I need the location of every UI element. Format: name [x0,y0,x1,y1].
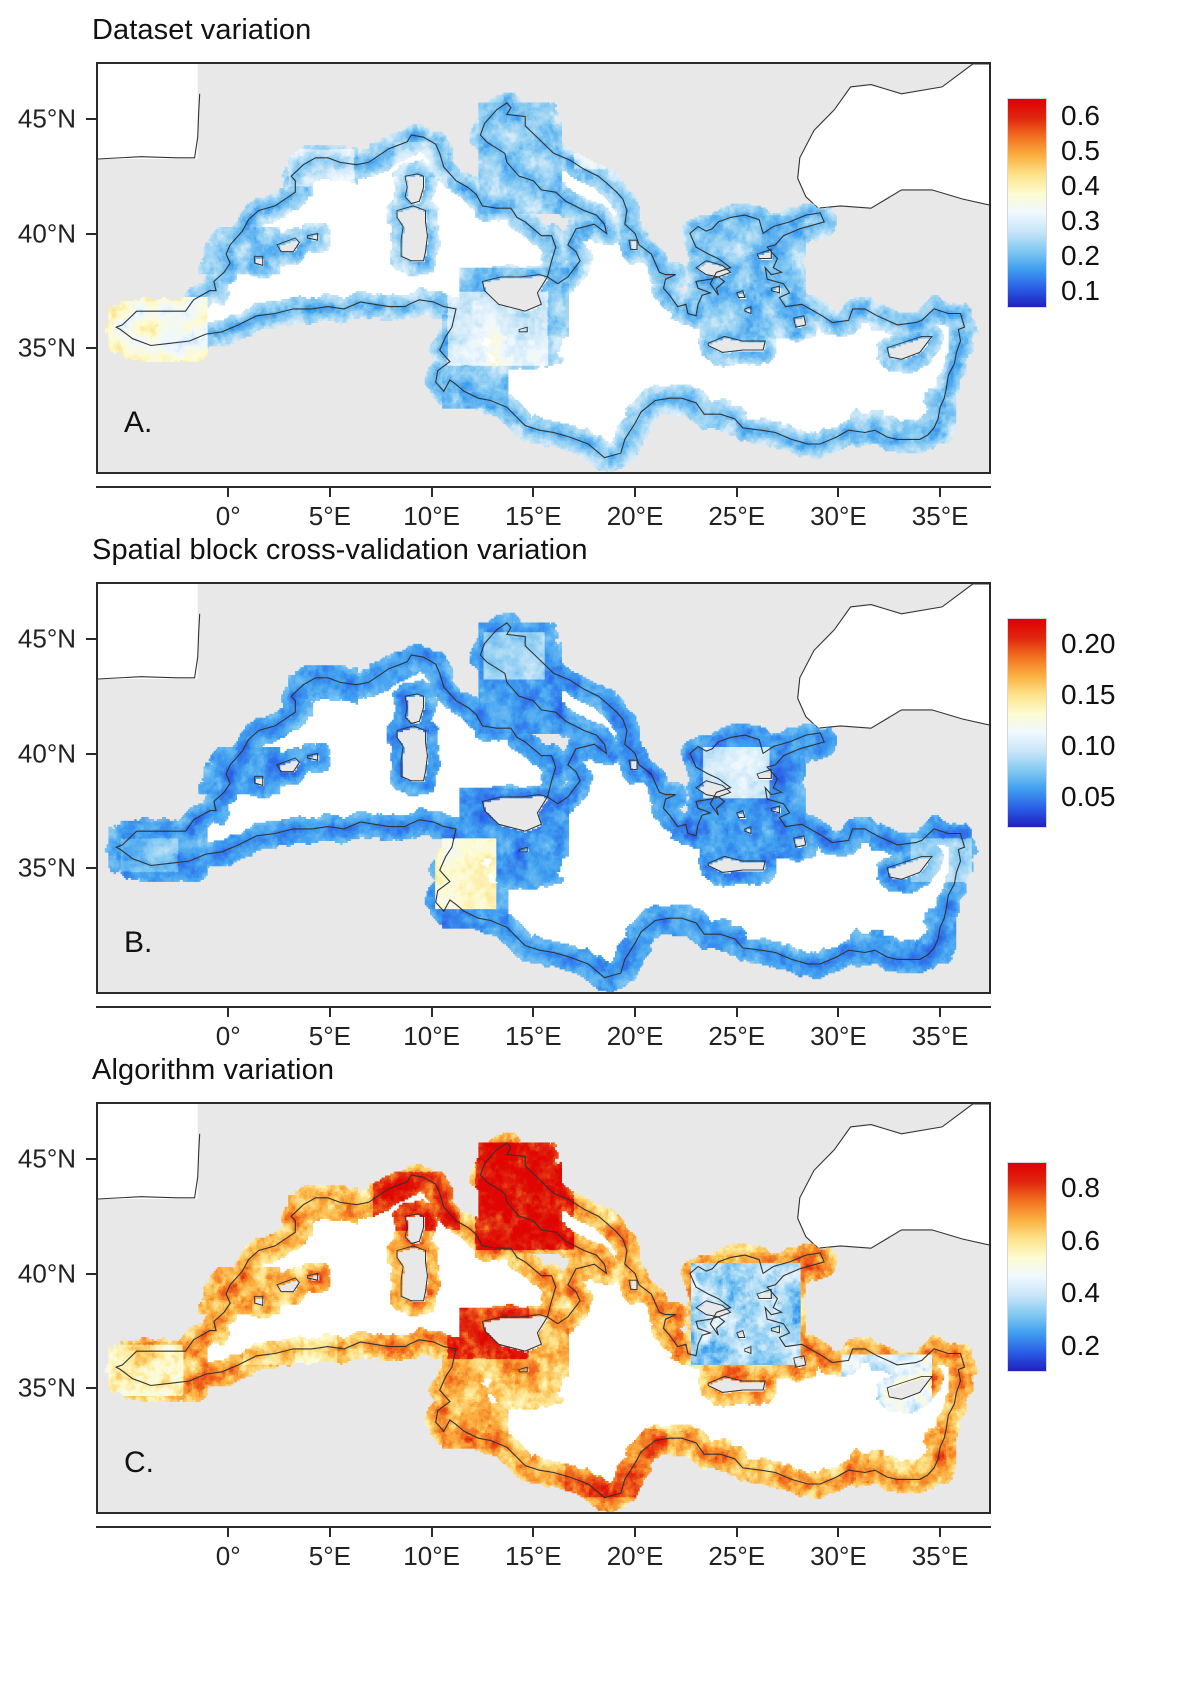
x-axis-tick [430,486,433,497]
colorbar-c: 0.2 0.4 0.6 0.8 [1007,1162,1197,1372]
colorbar-tick-label: 0.3 [1061,204,1100,236]
colorbar-tick-label: 0.15 [1061,678,1116,710]
x-axis-tick [328,1006,331,1017]
x-axis-label: 25°E [708,1541,766,1571]
colorbar-tick-label: 0.2 [1061,1329,1100,1361]
x-axis-label: 10°E [403,501,460,531]
x-axis-tick [532,1526,535,1537]
x-axis-label: 30°E [810,1021,867,1051]
x-axis-label: 35°E [911,1021,969,1051]
panel-letter-c: C. [124,1446,154,1479]
y-axis-label: 45°N [17,103,76,134]
y-axis-label: 35°N [17,852,76,883]
x-axis-label: 15°E [504,1541,562,1571]
x-axis-tick [735,1006,738,1017]
colorbar-gradient [1007,98,1047,308]
x-axis-label: 25°E [708,501,766,531]
x-axis-label: 15°E [504,1021,562,1051]
colorbar-gradient [1007,618,1047,828]
x-axis-label: 20°E [606,1541,664,1571]
colorbar-gradient [1007,1162,1047,1372]
x-axis-tick [532,486,535,497]
panel-letter-b: B. [124,926,153,959]
x-axis-tick [227,1526,230,1537]
colorbar-tick-label: 0.6 [1061,1224,1100,1256]
map-plot-area-c: C. [96,1102,991,1514]
y-axis-tick [86,1272,96,1275]
x-axis-label: 15°E [504,501,562,531]
panel-title-a: Dataset variation [92,14,312,46]
x-axis-tick [532,1006,535,1017]
y-axis-label: 40°N [17,738,76,769]
x-axis-label: 10°E [403,1541,460,1571]
x-axis-tick [939,486,942,497]
x-axis-label: 25°E [708,1021,766,1051]
colorbar-tick-label: 0.10 [1061,730,1116,762]
y-axis-tick [86,752,96,755]
x-axis-tick [430,1006,433,1017]
x-axis-line [96,1006,991,1008]
x-axis-tick [430,1526,433,1537]
y-axis-tick [86,1158,96,1161]
x-axis-tick [837,486,840,497]
x-axis-tick [634,486,637,497]
x-axis-label: 5°E [308,1541,352,1571]
map-plot-area-b: B. [96,582,991,994]
panel-title-b: Spatial block cross-validation variation [92,534,588,566]
x-axis-label: 35°E [911,501,969,531]
colorbar-tick-label: 0.8 [1061,1172,1100,1204]
x-axis-label: 0° [215,1021,241,1051]
y-axis-label: 40°N [17,1258,76,1289]
x-axis-tick [939,1526,942,1537]
x-axis-line [96,1526,991,1528]
y-axis-label: 40°N [17,218,76,249]
x-axis-label: 10°E [403,1021,460,1051]
x-axis-tick [227,1006,230,1017]
colorbar-b: 0.05 0.10 0.15 0.20 [1007,618,1197,828]
x-axis-label: 30°E [810,1541,867,1571]
y-axis-tick [86,118,96,121]
y-axis-tick [86,638,96,641]
x-axis-label: 0° [215,1541,241,1571]
y-axis-label: 35°N [17,332,76,363]
colorbar-tick-label: 0.2 [1061,239,1100,271]
x-axis-tick [837,1006,840,1017]
colorbar-a: 0.1 0.2 0.3 0.4 0.5 0.6 [1007,98,1197,308]
x-axis-label: 20°E [606,1021,664,1051]
panel-title-c: Algorithm variation [92,1054,335,1086]
colorbar-tick-label: 0.6 [1061,99,1100,131]
y-axis-tick [86,232,96,235]
colorbar-tick-label: 0.1 [1061,274,1100,306]
map-plot-area-a: A. [96,62,991,474]
x-axis-tick [227,486,230,497]
x-axis-tick [634,1526,637,1537]
y-axis-tick [86,867,96,870]
y-axis-label: 35°N [17,1372,76,1403]
y-axis-tick [86,347,96,350]
y-axis-tick [86,1387,96,1390]
colorbar-tick-label: 0.05 [1061,781,1116,813]
y-axis-label: 45°N [17,623,76,654]
x-axis-tick [328,486,331,497]
colorbar-tick-label: 0.4 [1061,169,1100,201]
x-axis-label: 35°E [911,1541,969,1571]
colorbar-tick-label: 0.20 [1061,627,1116,659]
x-axis-tick [328,1526,331,1537]
x-axis-tick [735,1526,738,1537]
y-axis-label: 45°N [17,1143,76,1174]
x-axis-tick [735,486,738,497]
x-axis-line [96,486,991,488]
x-axis-tick [634,1006,637,1017]
x-axis-label: 30°E [810,501,867,531]
x-axis-label: 5°E [308,1021,352,1051]
colorbar-tick-label: 0.4 [1061,1277,1100,1309]
x-axis-label: 20°E [606,501,664,531]
x-axis-label: 0° [215,501,241,531]
x-axis-label: 5°E [308,501,352,531]
x-axis-tick [837,1526,840,1537]
x-axis-tick [939,1006,942,1017]
colorbar-tick-label: 0.5 [1061,134,1100,166]
panel-letter-a: A. [124,406,153,439]
